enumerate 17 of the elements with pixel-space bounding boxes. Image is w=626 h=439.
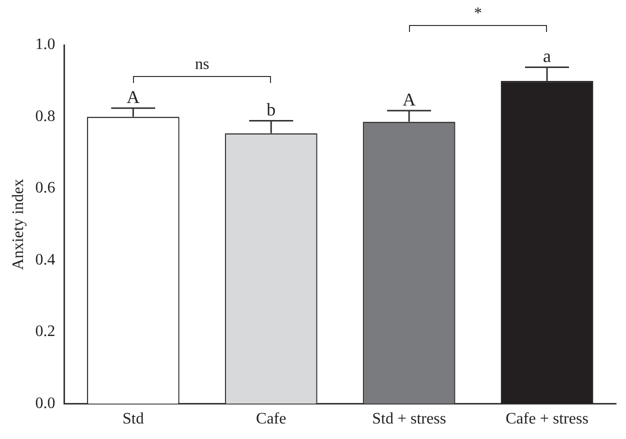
annotation: ns — [195, 56, 210, 74]
annotation: a — [543, 46, 552, 66]
y-axis-title: Anxiety index — [10, 178, 27, 270]
y-tick-label: 1.0 — [35, 36, 56, 54]
y-tick-label: 0.4 — [35, 251, 56, 268]
annotation: A — [402, 89, 416, 110]
x-tick-label: Std + stress — [372, 410, 446, 428]
y-tick-label: 0.8 — [35, 108, 56, 125]
y-tick-label: 0.0 — [35, 395, 56, 412]
x-tick-label: Std — [122, 410, 144, 428]
y-tick-label: 0.6 — [35, 180, 56, 197]
annotation: b — [266, 99, 276, 120]
text: * — [474, 5, 482, 24]
x-tick-label: Cafe + stress — [506, 410, 588, 428]
annotation: A — [126, 86, 140, 107]
y-tick-label: 0.2 — [35, 323, 56, 340]
x-tick-label: Cafe — [256, 410, 286, 428]
